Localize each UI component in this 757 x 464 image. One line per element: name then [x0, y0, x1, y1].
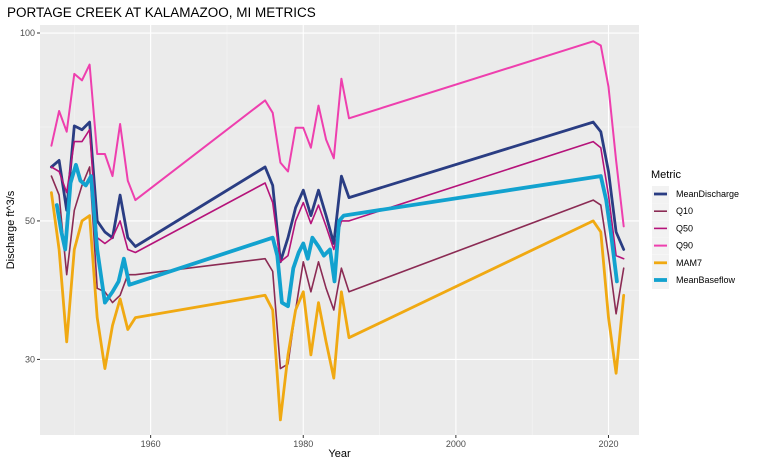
- chart-title: PORTAGE CREEK AT KALAMAZOO, MI METRICS: [7, 5, 316, 20]
- series-line-meanbaseflow: [54, 162, 619, 309]
- legend-item-mam7: MAM7: [652, 254, 702, 272]
- legend-item-q50: Q50: [652, 220, 693, 238]
- grid-minor: [40, 25, 639, 435]
- legend-label: Q90: [676, 241, 693, 251]
- x-tick-label: 1960: [141, 439, 161, 449]
- legend-label: MeanDischarge: [676, 189, 739, 199]
- legend-label: Q50: [676, 223, 693, 233]
- x-tick-label: 2020: [598, 439, 618, 449]
- series-line-q10: [50, 166, 625, 370]
- x-tick-label: 2000: [446, 439, 466, 449]
- x-axis-title: Year: [328, 448, 351, 460]
- series-line-q50: [50, 128, 625, 263]
- legend-label: Q10: [676, 206, 693, 216]
- y-tick-label: 50: [25, 216, 35, 226]
- legend-item-meanbaseflow: MeanBaseflow: [652, 272, 736, 289]
- legend-items: MeanDischarge Q10 Q50 Q90 MAM7 MeanBaseflow: [652, 186, 739, 289]
- y-axis-title: Discharge ft^3/s: [5, 190, 17, 269]
- series-layer: [50, 40, 626, 422]
- legend-title: Metric: [651, 169, 681, 181]
- legend-item-q90: Q90: [652, 237, 693, 255]
- y-tick-label: 30: [25, 354, 35, 364]
- legend-item-meandischarge: MeanDischarge: [652, 186, 739, 203]
- axis-ticks: 1960 1980 2000 2020 30 50 100: [20, 28, 619, 449]
- y-tick-label: 100: [20, 28, 35, 38]
- series-line-mam7: [50, 191, 626, 422]
- legend-label: MAM7: [676, 258, 702, 268]
- series-line-q90: [50, 40, 625, 228]
- legend: Metric MeanDischarge Q10 Q50 Q90 MAM7 MeanBas…: [651, 169, 739, 289]
- x-tick-label: 1980: [293, 439, 313, 449]
- legend-label: MeanBaseflow: [676, 275, 736, 285]
- legend-item-q10: Q10: [652, 203, 693, 221]
